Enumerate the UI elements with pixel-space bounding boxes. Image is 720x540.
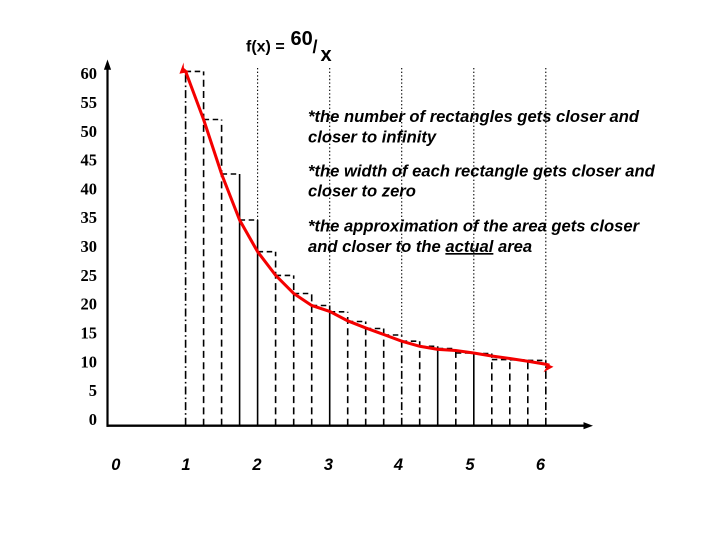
svg-text:30: 30: [81, 237, 98, 256]
svg-text:closer to zero: closer to zero: [308, 182, 416, 201]
svg-text:3: 3: [324, 456, 333, 474]
svg-text:5: 5: [465, 456, 475, 474]
svg-text:*the number of rectangles gets: *the number of rectangles gets closer an…: [308, 107, 640, 126]
svg-text:5: 5: [89, 381, 97, 400]
svg-text:6: 6: [536, 456, 546, 474]
svg-text:45: 45: [81, 151, 98, 170]
svg-text:and closer to the actual area: and closer to the actual area: [308, 237, 532, 256]
svg-text:40: 40: [81, 179, 98, 198]
svg-text:2: 2: [251, 456, 261, 474]
svg-text:1: 1: [181, 456, 190, 474]
svg-text:15: 15: [81, 324, 98, 343]
svg-text:4: 4: [393, 456, 403, 474]
svg-text:25: 25: [81, 266, 98, 285]
svg-text:35: 35: [81, 208, 98, 227]
svg-text:/: /: [313, 37, 318, 57]
svg-text:60: 60: [291, 28, 313, 50]
svg-text:10: 10: [81, 352, 98, 371]
svg-text:closer to infinity: closer to infinity: [308, 127, 437, 146]
svg-text:x: x: [321, 44, 332, 66]
svg-text:0: 0: [111, 456, 121, 474]
svg-text:55: 55: [81, 93, 98, 112]
svg-text:f(x) =: f(x) =: [246, 39, 285, 56]
svg-text:*the width of each rectangle g: *the width of each rectangle gets closer…: [308, 161, 656, 180]
svg-text:0: 0: [89, 410, 97, 429]
svg-text:20: 20: [81, 295, 98, 314]
svg-text:50: 50: [81, 122, 98, 141]
svg-text:*the approximation of the area: *the approximation of the area gets clos…: [308, 216, 641, 235]
svg-text:60: 60: [81, 64, 98, 83]
